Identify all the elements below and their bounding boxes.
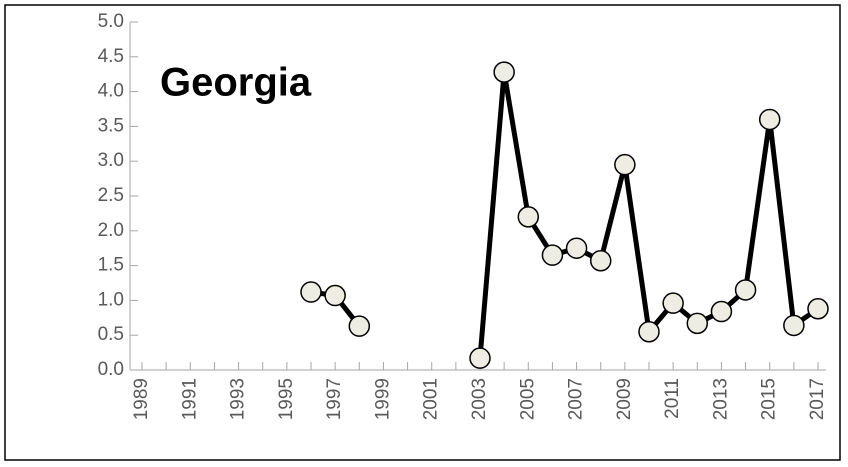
y-tick-label: 5.0 — [98, 11, 124, 32]
data-point — [638, 320, 660, 343]
x-tick-label: 2017 — [807, 378, 828, 420]
data-point — [783, 314, 805, 337]
x-tick-label: 2015 — [759, 378, 780, 420]
y-tick-label: 3.5 — [98, 115, 124, 136]
data-point — [565, 237, 588, 259]
x-tick-label: 2009 — [614, 378, 635, 420]
data-point — [807, 298, 829, 320]
y-tick-label: 1.0 — [98, 289, 124, 310]
y-tick-label: 3.0 — [98, 150, 124, 171]
y-tick-label: 0.5 — [98, 324, 124, 345]
data-point — [662, 292, 684, 314]
y-tick-label: 2.0 — [98, 220, 124, 241]
x-tick-label: 1993 — [228, 378, 249, 420]
data-point — [493, 61, 515, 83]
chart-title: Georgia — [160, 61, 312, 105]
x-tick-label: 2001 — [421, 378, 442, 420]
data-point — [734, 279, 757, 301]
x-tick-label: 2007 — [566, 378, 587, 420]
x-tick-label: 1999 — [372, 378, 393, 420]
chart-border — [4, 4, 841, 461]
data-point — [614, 153, 636, 176]
data-point — [686, 312, 709, 335]
x-tick-label: 2005 — [517, 378, 538, 420]
y-tick-label: 4.0 — [98, 81, 124, 102]
data-point — [300, 281, 322, 303]
series-line — [310, 69, 820, 359]
y-tick-label: 4.5 — [98, 46, 124, 67]
y-tick-label: 0.0 — [98, 359, 124, 380]
data-point — [589, 249, 612, 272]
x-tick-label: 2003 — [469, 378, 490, 420]
data-point — [348, 315, 371, 337]
x-tick-label: 1997 — [324, 378, 345, 420]
data-point — [324, 284, 346, 307]
y-tick-label: 2.5 — [98, 185, 124, 206]
x-tick-label: 1991 — [179, 378, 200, 420]
data-point — [517, 206, 540, 228]
data-point — [758, 108, 781, 131]
x-tick-label: 2011 — [662, 378, 683, 419]
data-point — [710, 300, 733, 323]
data-point — [541, 244, 564, 266]
x-tick-label: 1989 — [131, 378, 152, 420]
x-tick-label: 2013 — [710, 378, 731, 420]
x-tick-label: 1995 — [276, 378, 297, 420]
y-tick-label: 1.5 — [98, 255, 124, 276]
data-point — [469, 347, 491, 369]
